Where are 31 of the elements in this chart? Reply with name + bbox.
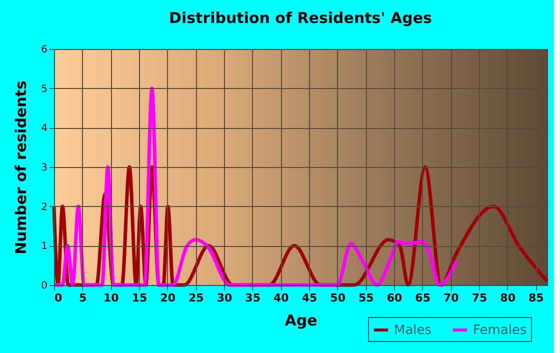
y-tick-label: 4 [41,123,48,134]
y-axis-title: Number of residents [12,80,30,254]
x-tick-label: 50 [330,292,346,304]
x-tick-label: 30 [216,292,232,304]
x-tick-label: 35 [245,292,260,304]
x-tick-label: 0 [54,292,62,304]
x-axis-title: Age [284,312,318,330]
x-tick-label: 5 [79,292,87,304]
x-tick-label: 45 [302,292,318,304]
x-tick-label: 15 [132,292,148,304]
y-tick-label: 5 [41,84,48,95]
x-tick-label: 85 [528,292,544,304]
x-tick-label: 10 [104,292,120,304]
legend-label: Males [394,323,432,338]
y-tick-label: 0 [41,280,48,292]
x-tick-label: 55 [358,292,374,304]
x-tick-label: 20 [160,292,176,304]
x-tick-label: 60 [386,292,402,304]
legend-label: Females [473,323,528,338]
y-tick-label: 6 [41,44,48,56]
y-tick-label: 2 [41,202,48,213]
y-tick-label: 3 [41,162,48,174]
x-tick-label: 80 [500,292,516,304]
line-series [52,86,458,287]
x-tick-label: 65 [415,292,430,304]
x-tick-label: 25 [188,292,204,304]
y-tick-label: 1 [41,241,48,252]
x-tick-label: 70 [444,292,460,304]
x-tick-label: 75 [472,292,488,304]
chart-title: Distribution of Residents' Ages [169,9,432,27]
x-tick-label: 40 [274,292,290,304]
